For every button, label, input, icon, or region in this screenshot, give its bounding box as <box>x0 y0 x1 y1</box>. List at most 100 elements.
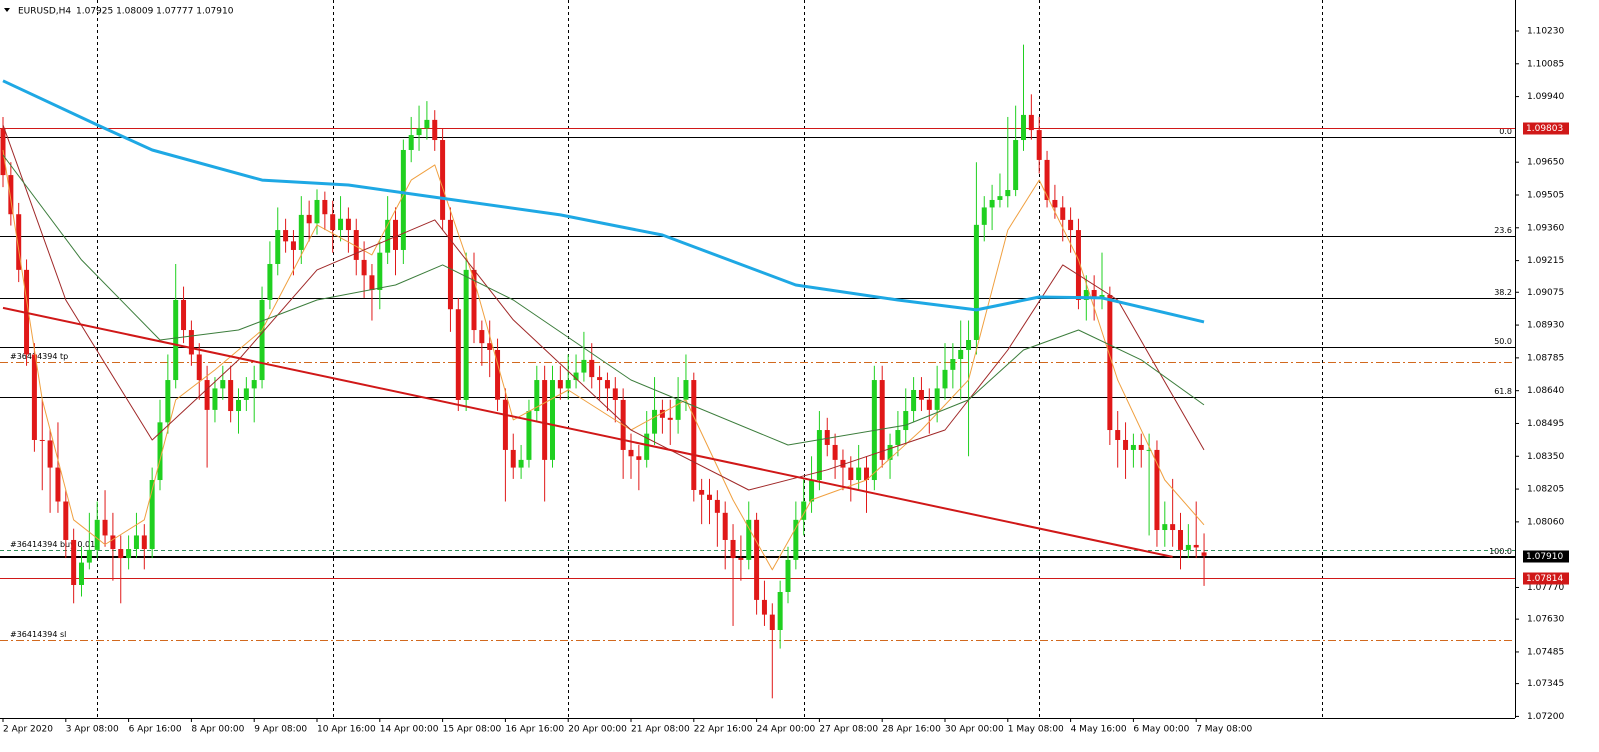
candle-body <box>597 377 603 381</box>
menu-arrow[interactable] <box>4 8 10 12</box>
candle-body <box>1201 552 1207 556</box>
y-tick-label: 1.08350 <box>1527 452 1564 462</box>
candle-body <box>761 599 767 615</box>
candle-body <box>1123 439 1129 450</box>
x-tick-label: 3 Apr 08:00 <box>66 725 119 735</box>
candle-body <box>777 591 783 631</box>
fib-label: 50.0 <box>1494 337 1512 346</box>
x-tick-label: 9 Apr 08:00 <box>254 725 307 735</box>
candle-body <box>79 562 84 585</box>
symbol: EURUSD,H4 <box>18 7 71 17</box>
candle-body <box>1052 199 1058 208</box>
candle-body <box>550 380 555 460</box>
y-tick-label: 1.10085 <box>1527 59 1564 69</box>
fib-label: 0.0 <box>1499 127 1512 136</box>
price-box-label: 1.07814 <box>1526 574 1563 584</box>
candle-body <box>1178 530 1183 550</box>
candle-body <box>793 519 799 560</box>
candle-body <box>196 354 202 381</box>
x-tick-label: 4 May 16:00 <box>1071 725 1127 735</box>
candle-body <box>259 299 265 381</box>
candle-body <box>408 135 414 150</box>
candle-body <box>243 388 249 400</box>
candle-body <box>1185 544 1191 550</box>
fib-label: 100.0 <box>1489 547 1512 556</box>
candle-body <box>542 380 548 460</box>
candle-body <box>31 354 37 440</box>
candle-body <box>212 388 218 410</box>
candle-body <box>644 433 650 460</box>
y-tick-label: 1.09650 <box>1527 158 1564 168</box>
candle-body <box>667 417 673 420</box>
x-tick-label: 24 Apr 00:00 <box>757 725 816 735</box>
indicator-line <box>2 154 1205 446</box>
candle-body <box>707 494 712 500</box>
candle-body <box>16 214 22 270</box>
fib-label: 61.8 <box>1494 387 1512 396</box>
candle-body <box>754 519 760 600</box>
candle-body <box>942 369 948 389</box>
candle-body <box>455 309 461 400</box>
candle-body <box>691 380 697 490</box>
price-box-label: 1.09803 <box>1526 124 1563 134</box>
candle-body <box>534 380 540 412</box>
candle-body <box>479 330 485 344</box>
candle-body <box>659 409 665 418</box>
candle-body <box>149 480 155 550</box>
fib-label: 23.6 <box>1494 226 1512 235</box>
candle-body <box>746 519 752 560</box>
candle-body <box>989 199 995 208</box>
candle-body <box>1068 219 1074 231</box>
candle-body <box>110 535 116 550</box>
candle-body <box>1075 230 1081 300</box>
candle-body <box>612 388 618 400</box>
y-tick-label: 1.08640 <box>1527 386 1564 396</box>
order-label: #36414394 tp <box>10 352 68 361</box>
candle-body <box>495 349 501 400</box>
x-tick-label: 8 Apr 00:00 <box>191 725 244 735</box>
candle-body <box>832 444 838 460</box>
y-tick-label: 1.08060 <box>1527 517 1564 527</box>
candle-body <box>165 380 171 423</box>
candle-body <box>1013 140 1019 191</box>
candle-body <box>377 252 383 291</box>
candle-body <box>1036 130 1042 160</box>
x-tick-label: 27 Apr 08:00 <box>819 725 878 735</box>
candle-body <box>879 380 885 460</box>
candle-body <box>102 519 108 536</box>
candle-body <box>298 214 304 250</box>
candle-body <box>204 380 210 410</box>
indicator-line <box>2 79 1205 324</box>
candle-body <box>911 389 917 412</box>
candle-body <box>173 299 179 381</box>
y-tick-label: 1.08785 <box>1527 353 1564 363</box>
y-tick-label: 1.07770 <box>1527 583 1564 593</box>
candle-body <box>251 380 257 389</box>
candle-body <box>369 275 375 291</box>
candle-body <box>809 480 815 502</box>
candle-body <box>699 489 705 495</box>
x-tick-label: 30 Apr 00:00 <box>945 725 1004 735</box>
candle-body <box>1115 430 1121 440</box>
candle-body <box>440 140 446 220</box>
price-box <box>1523 122 1569 135</box>
candle-body <box>8 175 14 215</box>
candle-body <box>604 380 610 389</box>
candle-body <box>636 456 642 460</box>
candle-body <box>589 359 595 378</box>
candle-body <box>856 467 862 481</box>
x-tick-label: 6 Apr 16:00 <box>129 725 182 735</box>
candle-body <box>71 539 77 585</box>
candle-body <box>714 499 720 513</box>
candle-body <box>730 539 736 559</box>
x-tick-label: 2 Apr 2020 <box>3 725 53 735</box>
candle-body <box>416 128 422 136</box>
candle-body <box>581 359 587 373</box>
candle-body <box>432 119 438 141</box>
candle-body <box>816 430 822 481</box>
candle-body <box>188 330 194 355</box>
candle-body <box>1021 114 1026 141</box>
candle-body <box>283 230 289 242</box>
